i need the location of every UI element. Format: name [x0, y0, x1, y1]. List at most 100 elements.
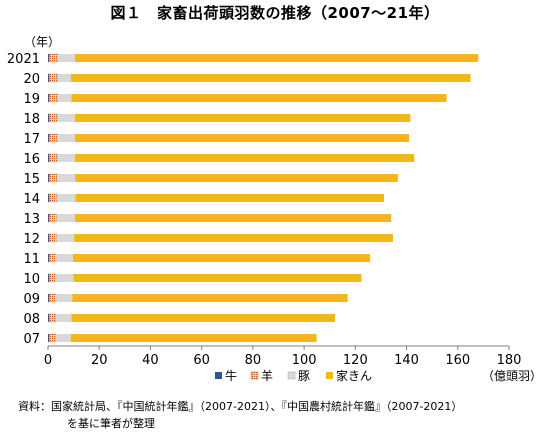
y-tick-label: 12: [23, 232, 40, 247]
y-tick-label: 11: [23, 252, 40, 267]
source-line-1: 資料：国家統計局、『中国統計年鑑』（2007-2021）、『中国農村統計年鑑』（…: [18, 400, 463, 413]
y-axis-label: （年）: [24, 35, 60, 49]
y-tick-label: 13: [23, 212, 40, 227]
y-tick-label: 09: [23, 292, 40, 307]
bar-2021-series-3: [74, 54, 479, 62]
bar-11-series-3: [73, 254, 371, 262]
bar-10-series-3: [73, 274, 362, 282]
bar-12-series-0: [48, 234, 50, 242]
bar-17-series-3: [74, 134, 410, 142]
x-axis-label: （億頭羽）: [482, 369, 542, 383]
y-tick-label: 17: [23, 132, 40, 147]
y-tick-label: 10: [23, 272, 40, 287]
legend-label: 羊: [261, 368, 273, 383]
bar-10-series-1: [49, 273, 57, 283]
bar-20-series-1: [49, 73, 58, 83]
bar-08-series-2: [55, 314, 72, 322]
bar-15-series-1: [49, 173, 58, 183]
legend: 牛 羊 豚 家きん: [215, 368, 372, 383]
bar-14-series-2: [56, 194, 76, 202]
x-tick-label: 60: [193, 353, 210, 368]
bar-19-series-2: [57, 94, 72, 102]
bar-18-series-2: [57, 114, 75, 122]
bar-18-series-0: [48, 114, 50, 122]
bar-12-series-1: [49, 233, 57, 243]
bar-19-series-3: [71, 94, 447, 102]
y-tick-label: 14: [23, 192, 40, 207]
bar-16-series-1: [49, 153, 58, 163]
bar-19-series-0: [48, 94, 50, 102]
y-tick-label: 07: [23, 332, 40, 347]
y-tick-labels: 2021 20 19 18 17 16 15 14 13 12 11 10 09 08 07: [7, 52, 40, 347]
bar-13-series-0: [48, 214, 50, 222]
bar-09-series-3: [72, 294, 348, 302]
bar-15-series-0: [48, 174, 50, 182]
bar-07-series-1: [49, 333, 57, 343]
bars-group: [48, 53, 479, 343]
bar-09-series-0: [48, 294, 50, 302]
bar-2021-series-1: [49, 53, 58, 63]
x-tick-label: 40: [142, 353, 159, 368]
y-tick-label: 08: [23, 312, 40, 327]
bar-11-series-2: [56, 254, 74, 262]
source-line-2: を基に筆者が整理: [67, 417, 155, 430]
y-tick-label: 20: [23, 72, 40, 87]
x-tick-label: 120: [343, 353, 368, 368]
bar-18-series-3: [74, 114, 411, 122]
x-tick-label: 80: [245, 353, 262, 368]
bar-08-series-1: [49, 313, 57, 323]
bar-20-series-2: [57, 74, 72, 82]
bar-15-series-2: [56, 174, 76, 182]
legend-swatch: [326, 372, 333, 379]
bar-08-series-0: [48, 314, 50, 322]
bar-10-series-2: [56, 274, 74, 282]
x-tick-labels: 0 20 40 60 80 100 120 140 160 180: [44, 346, 522, 368]
x-tick-label: 20: [91, 353, 108, 368]
bar-12-series-3: [74, 234, 393, 242]
legend-label: 牛: [225, 368, 237, 383]
bar-17-series-0: [48, 134, 50, 142]
bar-08-series-3: [71, 314, 336, 322]
bar-07-series-2: [55, 334, 71, 342]
y-tick-label: 19: [23, 92, 40, 107]
y-tick-label: 15: [23, 172, 40, 187]
x-tick-label: 180: [497, 353, 522, 368]
bar-18-series-1: [49, 113, 58, 123]
bar-11-series-1: [49, 253, 57, 263]
x-tick-label: 160: [445, 353, 470, 368]
bar-12-series-2: [56, 234, 75, 242]
bar-20-series-3: [71, 74, 471, 82]
legend-swatch: [287, 371, 296, 380]
legend-label: 家きん: [336, 368, 372, 383]
y-tick-label: 16: [23, 152, 40, 167]
bar-17-series-2: [57, 134, 75, 142]
bar-16-series-3: [74, 154, 415, 162]
x-tick-label: 100: [292, 353, 317, 368]
bar-16-series-2: [57, 154, 75, 162]
legend-label: 豚: [298, 369, 310, 383]
bar-17-series-1: [49, 133, 58, 143]
bar-13-series-1: [49, 213, 57, 223]
bar-07-series-3: [70, 334, 317, 342]
chart-title: 図１ 家畜出荷頭羽数の推移（2007～21年）: [110, 4, 440, 22]
y-tick-label: 2021: [7, 52, 40, 67]
bar-10-series-0: [48, 274, 50, 282]
x-tick-label: 140: [394, 353, 419, 368]
bar-09-series-1: [49, 293, 57, 303]
bar-14-series-0: [48, 194, 50, 202]
legend-swatch: [215, 372, 222, 379]
bar-2021-series-0: [48, 54, 50, 62]
bar-09-series-2: [56, 294, 73, 302]
y-tick-label: 18: [23, 112, 40, 127]
bar-2021-series-2: [57, 54, 75, 62]
bar-15-series-3: [75, 174, 398, 182]
bar-14-series-1: [49, 193, 57, 203]
bar-13-series-3: [74, 214, 392, 222]
bar-20-series-0: [48, 74, 50, 82]
bar-07-series-0: [48, 334, 50, 342]
x-tick-label: 0: [44, 353, 52, 368]
bar-19-series-1: [49, 93, 58, 103]
bar-14-series-3: [75, 194, 385, 202]
legend-swatch: [250, 371, 259, 380]
